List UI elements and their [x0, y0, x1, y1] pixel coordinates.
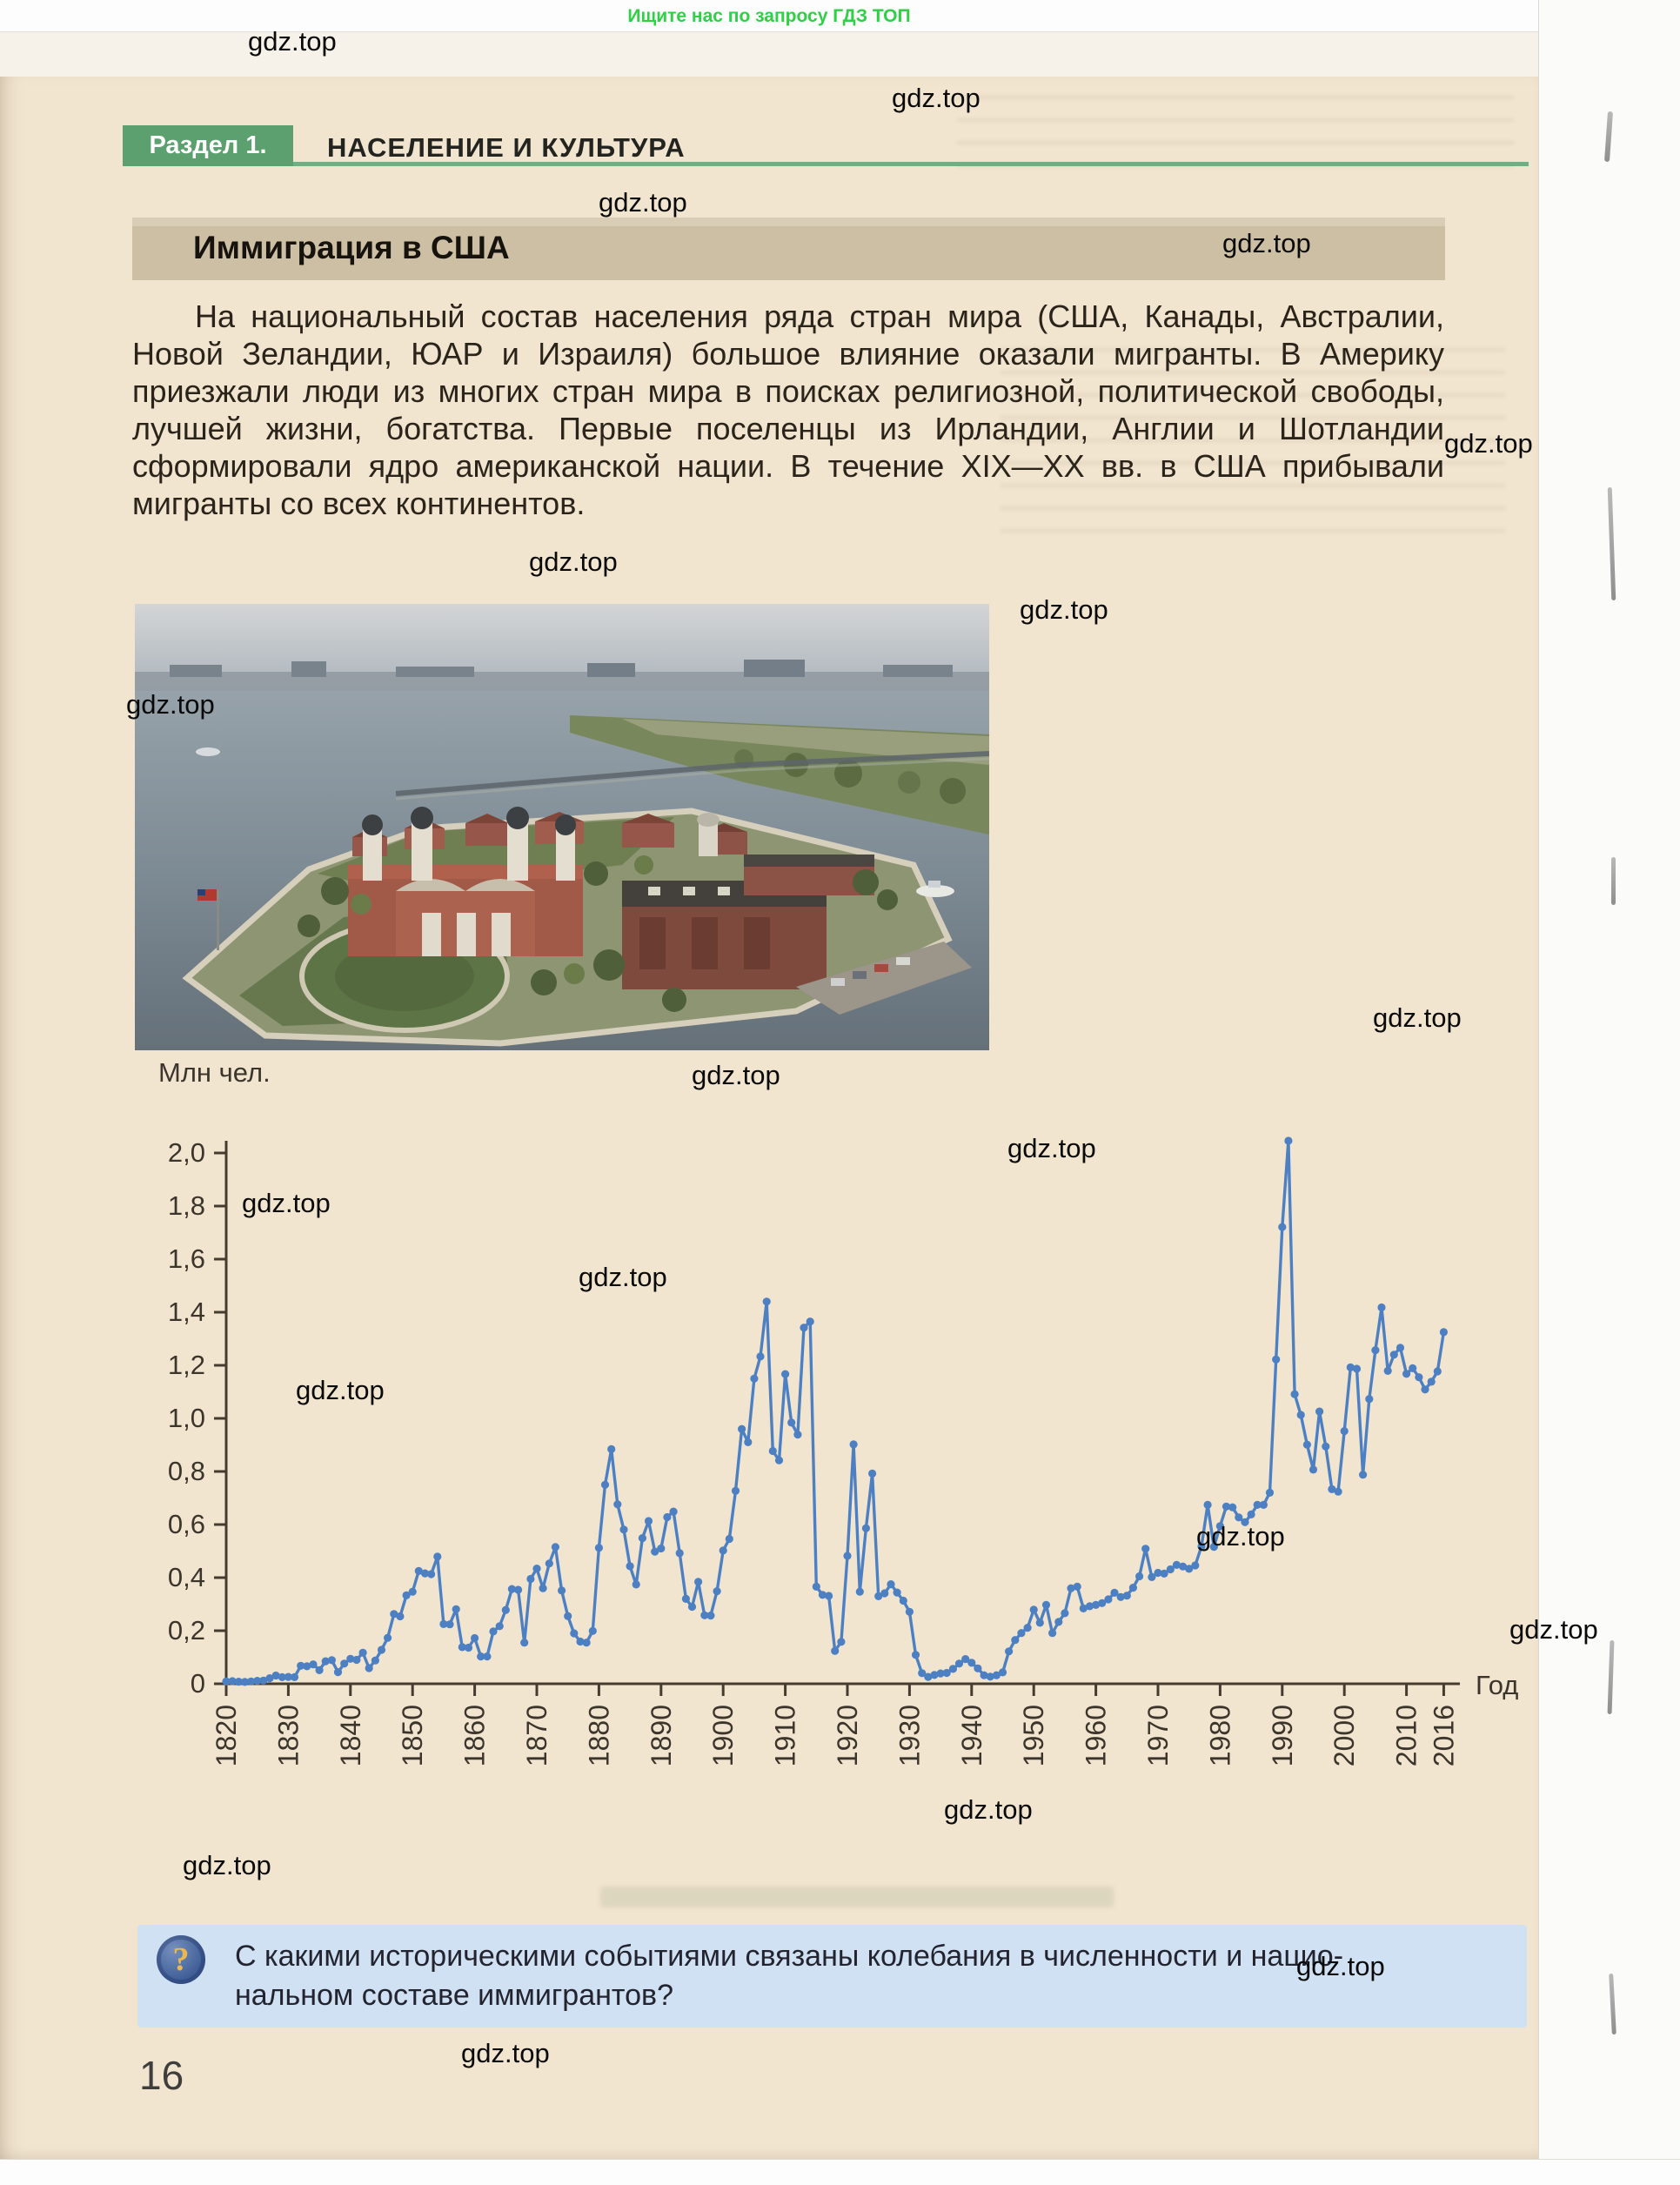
- section-badge: Раздел 1.: [123, 125, 293, 166]
- svg-text:1,4: 1,4: [168, 1297, 205, 1327]
- gdz-watermark: gdz.top: [248, 26, 337, 57]
- top-promo-note: Ищите нас по запросу ГДЗ ТОП: [627, 6, 911, 26]
- svg-text:1900: 1900: [707, 1705, 739, 1766]
- scan-right-margin: [1538, 0, 1680, 2185]
- svg-text:1940: 1940: [956, 1705, 987, 1766]
- header-rule: [293, 162, 1529, 166]
- svg-text:1,2: 1,2: [168, 1350, 205, 1380]
- svg-text:1910: 1910: [770, 1705, 801, 1766]
- svg-text:1850: 1850: [397, 1705, 428, 1766]
- article-heading: Иммиграция в США: [193, 230, 510, 265]
- svg-text:1880: 1880: [583, 1705, 614, 1766]
- bleedthrough-ghost: [600, 1887, 1114, 1907]
- article-heading-band: Иммиграция в США: [132, 218, 1445, 280]
- article-paragraph: На национальный состав населения ряда ст…: [132, 298, 1444, 521]
- bleedthrough-ghost: [1001, 348, 1505, 548]
- immigration-line-chart: Млн чел. 0 0,2 0,4 0,6 0,8 1,0 1,2 1,4 1,6 1,8 2,0 1…: [122, 1031, 1549, 1827]
- gdz-watermark: gdz.top: [1196, 1521, 1285, 1552]
- gdz-watermark: gdz.top: [1020, 594, 1108, 625]
- gdz-watermark: gdz.top: [126, 689, 215, 720]
- svg-text:1970: 1970: [1142, 1705, 1174, 1766]
- bleedthrough-ghost: [957, 96, 1514, 179]
- svg-text:1820: 1820: [211, 1705, 242, 1766]
- svg-text:1930: 1930: [894, 1705, 925, 1766]
- svg-text:0,4: 0,4: [168, 1562, 205, 1592]
- gdz-watermark: gdz.top: [692, 1060, 780, 1090]
- svg-text:1,6: 1,6: [168, 1243, 205, 1274]
- gdz-watermark: gdz.top: [1373, 1002, 1462, 1033]
- svg-text:1960: 1960: [1081, 1705, 1112, 1766]
- svg-text:2016: 2016: [1428, 1705, 1459, 1766]
- scan-top-strip: [0, 32, 1680, 77]
- svg-text:1890: 1890: [646, 1705, 677, 1766]
- question-box: ? С какими историческими событиями связа…: [137, 1925, 1527, 2027]
- gdz-watermark: gdz.top: [1509, 1614, 1598, 1645]
- question-text: С какими историческими событиями связаны…: [235, 1940, 1344, 2012]
- scan-bottom-margin: гдз top // гдз топ // гдз top: [0, 2159, 1680, 2185]
- gdz-watermark: gdz.top: [579, 1262, 667, 1292]
- svg-text:1920: 1920: [832, 1705, 863, 1766]
- gdz-watermark: gdz.top: [461, 2038, 550, 2068]
- gdz-watermark: gdz.top: [529, 546, 618, 577]
- svg-text:2010: 2010: [1391, 1705, 1422, 1766]
- ellis-island-photo: [135, 604, 989, 1050]
- gdz-watermark: gdz.top: [183, 1850, 271, 1880]
- svg-text:0,2: 0,2: [168, 1615, 205, 1645]
- svg-text:Млн чел.: Млн чел.: [158, 1057, 271, 1088]
- svg-text:1830: 1830: [272, 1705, 304, 1766]
- gdz-watermark: gdz.top: [892, 83, 981, 113]
- svg-text:1,0: 1,0: [168, 1403, 205, 1433]
- scan-top-margin: Ищите нас по запросу ГДЗ ТОП: [0, 0, 1680, 32]
- gdz-watermark: gdz.top: [599, 187, 687, 218]
- svg-text:2,0: 2,0: [168, 1137, 205, 1168]
- gdz-watermark: gdz.top: [1222, 228, 1311, 258]
- svg-text:1840: 1840: [335, 1705, 366, 1766]
- page-paper: [0, 77, 1538, 2159]
- gdz-watermark: gdz.top: [296, 1375, 385, 1405]
- svg-text:1860: 1860: [459, 1705, 491, 1766]
- gdz-watermark: gdz.top: [1007, 1133, 1096, 1163]
- svg-text:1980: 1980: [1204, 1705, 1235, 1766]
- binding-mark: [1611, 857, 1616, 905]
- gdz-watermark: gdz.top: [944, 1794, 1033, 1825]
- svg-text:2000: 2000: [1329, 1705, 1360, 1766]
- svg-text:0,6: 0,6: [168, 1509, 205, 1539]
- gdz-watermark: gdz.top: [1444, 428, 1533, 459]
- page-number: 16: [139, 2053, 184, 2098]
- question-icon: ?: [157, 1935, 205, 1984]
- svg-text:1990: 1990: [1267, 1705, 1298, 1766]
- svg-text:0,8: 0,8: [168, 1456, 205, 1486]
- gdz-watermark: gdz.top: [242, 1188, 331, 1218]
- section-title: НАСЕЛЕНИЕ И КУЛЬТУРА: [327, 132, 686, 163]
- svg-text:1,8: 1,8: [168, 1190, 205, 1221]
- gdz-watermark: gdz.top: [1296, 1951, 1385, 1981]
- svg-text:Год: Год: [1476, 1670, 1518, 1700]
- svg-text:0: 0: [191, 1668, 205, 1699]
- svg-text:1870: 1870: [521, 1705, 552, 1766]
- svg-text:1950: 1950: [1018, 1705, 1049, 1766]
